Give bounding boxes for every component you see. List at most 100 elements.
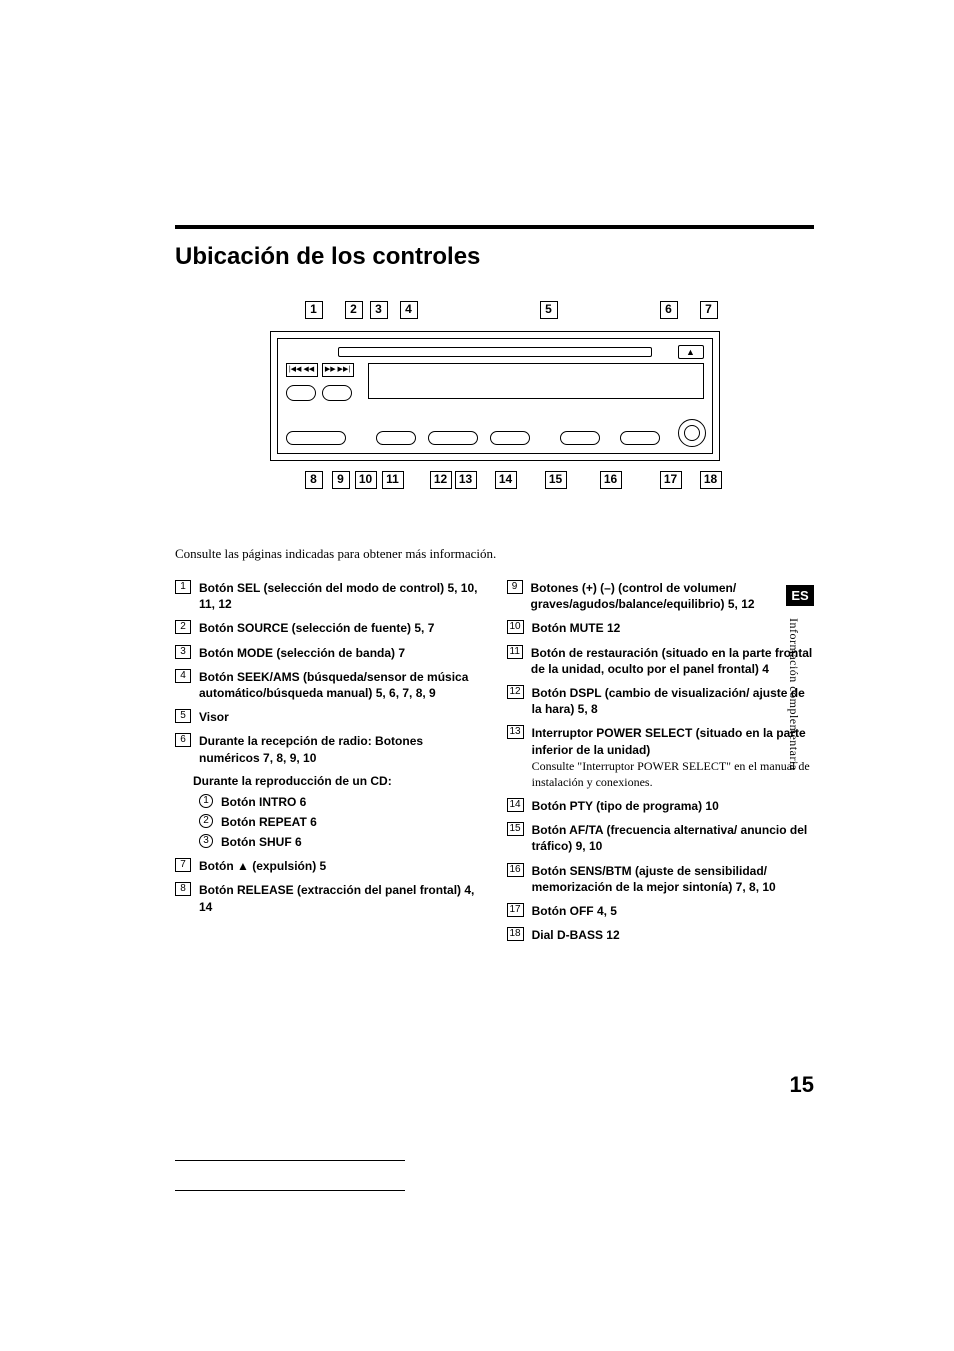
sub-text: Botón SHUF 6	[221, 834, 302, 850]
sub-list: 1 Botón INTRO 6 2 Botón REPEAT 6 3 Botón SHUF…	[199, 794, 483, 851]
eject-icon: ▲	[678, 345, 704, 359]
cd-slot	[338, 347, 652, 357]
control-diagram: 1234567 ▲ |◀◀ ◀◀▶▶ ▶▶|	[270, 301, 720, 491]
list-item: 6 Durante la recepción de radio: Botones …	[175, 733, 483, 765]
item-text: Botón AF/TA (frecuencia alternativa/ anu…	[532, 822, 814, 854]
item-marker: 13	[507, 725, 524, 739]
item-marker: 3	[175, 645, 191, 659]
item-marker: 14	[507, 798, 524, 812]
section-label: Información complementaria	[786, 618, 801, 818]
item-marker: 11	[507, 645, 523, 659]
sub-item: 3 Botón SHUF 6	[199, 834, 483, 850]
callout-5: 5	[540, 301, 558, 319]
content-columns: 1 Botón SEL (selección del modo de contro…	[175, 580, 814, 951]
page-number: 15	[790, 1072, 814, 1098]
sub-text: Botón INTRO 6	[221, 794, 306, 810]
item-text: Botón ▲ (expulsión) 5	[199, 858, 326, 874]
list-item: 2 Botón SOURCE (selección de fuente) 5, 7	[175, 620, 483, 636]
list-item: 3 Botón MODE (selección de banda) 7	[175, 645, 483, 661]
language-badge: ES	[786, 585, 814, 606]
item-text: Botón MODE (selección de banda) 7	[199, 645, 405, 661]
callout-8: 8	[305, 471, 323, 489]
sub-header: Durante la reproducción de un CD:	[193, 774, 483, 788]
list-item: 14 Botón PTY (tipo de programa) 10	[507, 798, 815, 814]
sub-marker: 3	[199, 834, 213, 848]
sub-marker: 1	[199, 794, 213, 808]
callout-7: 7	[700, 301, 718, 319]
list-item: 5 Visor	[175, 709, 483, 725]
callout-4: 4	[400, 301, 418, 319]
item-text: Botones (+) (–) (control de volumen/ gra…	[531, 580, 815, 612]
item-marker: 18	[507, 927, 524, 941]
page-title: Ubicación de los controles	[175, 243, 814, 271]
list-item: 16Botón SENS/BTM (ajuste de sensibilidad…	[507, 863, 815, 895]
item-marker: 2	[175, 620, 191, 634]
item-text: Dial D-BASS 12	[532, 927, 620, 943]
list-item: 4 Botón SEEK/AMS (búsqueda/sensor de músi…	[175, 669, 483, 701]
bottom-button-row	[286, 431, 704, 445]
diagram-container: 1234567 ▲ |◀◀ ◀◀▶▶ ▶▶|	[175, 301, 814, 496]
list-item: 8 Botón RELEASE (extracción del panel fro…	[175, 882, 483, 914]
item-text: Visor	[199, 709, 229, 725]
item-marker: 1	[175, 580, 191, 594]
item-text: Botón MUTE 12	[532, 620, 621, 636]
item-text: Botón SEEK/AMS (búsqueda/sensor de músic…	[199, 669, 483, 701]
callout-6: 6	[660, 301, 678, 319]
device-outline: ▲ |◀◀ ◀◀▶▶ ▶▶|	[270, 331, 720, 461]
item-text: Durante la recepción de radio: Botones n…	[199, 733, 483, 765]
item-marker: 17	[507, 903, 524, 917]
item-marker: 12	[507, 685, 524, 699]
list-item: 10 Botón MUTE 12	[507, 620, 815, 636]
list-item: 12 Botón DSPL (cambio de visualización/ a…	[507, 685, 815, 717]
left-column: 1 Botón SEL (selección del modo de contro…	[175, 580, 483, 951]
list-item: 18 Dial D-BASS 12	[507, 927, 815, 943]
right-column: 9 Botones (+) (–) (control de volumen/ gr…	[507, 580, 815, 951]
item-text: Botón de restauración (situado en la par…	[531, 645, 814, 677]
callout-17: 17	[660, 471, 682, 489]
item-marker: 5	[175, 709, 191, 723]
sub-item: 2 Botón REPEAT 6	[199, 814, 483, 830]
caption: Consulte las páginas indicadas para obte…	[175, 546, 814, 562]
item-marker: 4	[175, 669, 191, 683]
sub-marker: 2	[199, 814, 213, 828]
callout-12: 12	[430, 471, 452, 489]
callout-11: 11	[382, 471, 404, 489]
callout-9: 9	[332, 471, 350, 489]
footer-lines	[175, 1160, 405, 1220]
callout-1: 1	[305, 301, 323, 319]
item-text: Botón PTY (tipo de programa) 10	[532, 798, 719, 814]
sub-text: Botón REPEAT 6	[221, 814, 317, 830]
list-item: 1 Botón SEL (selección del modo de contro…	[175, 580, 483, 612]
item-text: Interruptor POWER SELECT (situado en la …	[532, 725, 814, 790]
callouts-top: 1 234 5 6 7	[270, 301, 720, 321]
item-text: Botón OFF 4, 5	[532, 903, 617, 919]
callouts-bottom: 89101112131415161718	[270, 471, 720, 491]
item-marker: 8	[175, 882, 191, 896]
callout-14: 14	[495, 471, 517, 489]
item-marker: 9	[507, 580, 523, 594]
callout-16: 16	[600, 471, 622, 489]
list-item: 17 Botón OFF 4, 5	[507, 903, 815, 919]
item-text: Botón SEL (selección del modo de control…	[199, 580, 483, 612]
display-area	[368, 363, 704, 399]
list-item: 11 Botón de restauración (situado en la p…	[507, 645, 815, 677]
list-item: 7 Botón ▲ (expulsión) 5	[175, 858, 483, 874]
callout-10: 10	[355, 471, 377, 489]
list-item: 15Botón AF/TA (frecuencia alternativa/ a…	[507, 822, 815, 854]
d-bass-dial	[678, 419, 706, 447]
sub-item: 1 Botón INTRO 6	[199, 794, 483, 810]
seek-buttons: |◀◀ ◀◀▶▶ ▶▶|	[286, 363, 354, 377]
callout-3: 3	[370, 301, 388, 319]
item-marker: 6	[175, 733, 191, 747]
item-marker: 10	[507, 620, 524, 634]
callout-15: 15	[545, 471, 567, 489]
item-marker: 7	[175, 858, 191, 872]
item-text: Botón SOURCE (selección de fuente) 5, 7	[199, 620, 434, 636]
callout-18: 18	[700, 471, 722, 489]
list-item: 13 Interruptor POWER SELECT (situado en l…	[507, 725, 815, 790]
item-text: Botón RELEASE (extracción del panel fron…	[199, 882, 483, 914]
header-rule	[175, 225, 814, 229]
item-text: Botón DSPL (cambio de visualización/ aju…	[532, 685, 814, 717]
list-item: 9 Botones (+) (–) (control de volumen/ gr…	[507, 580, 815, 612]
callout-2: 2	[345, 301, 363, 319]
